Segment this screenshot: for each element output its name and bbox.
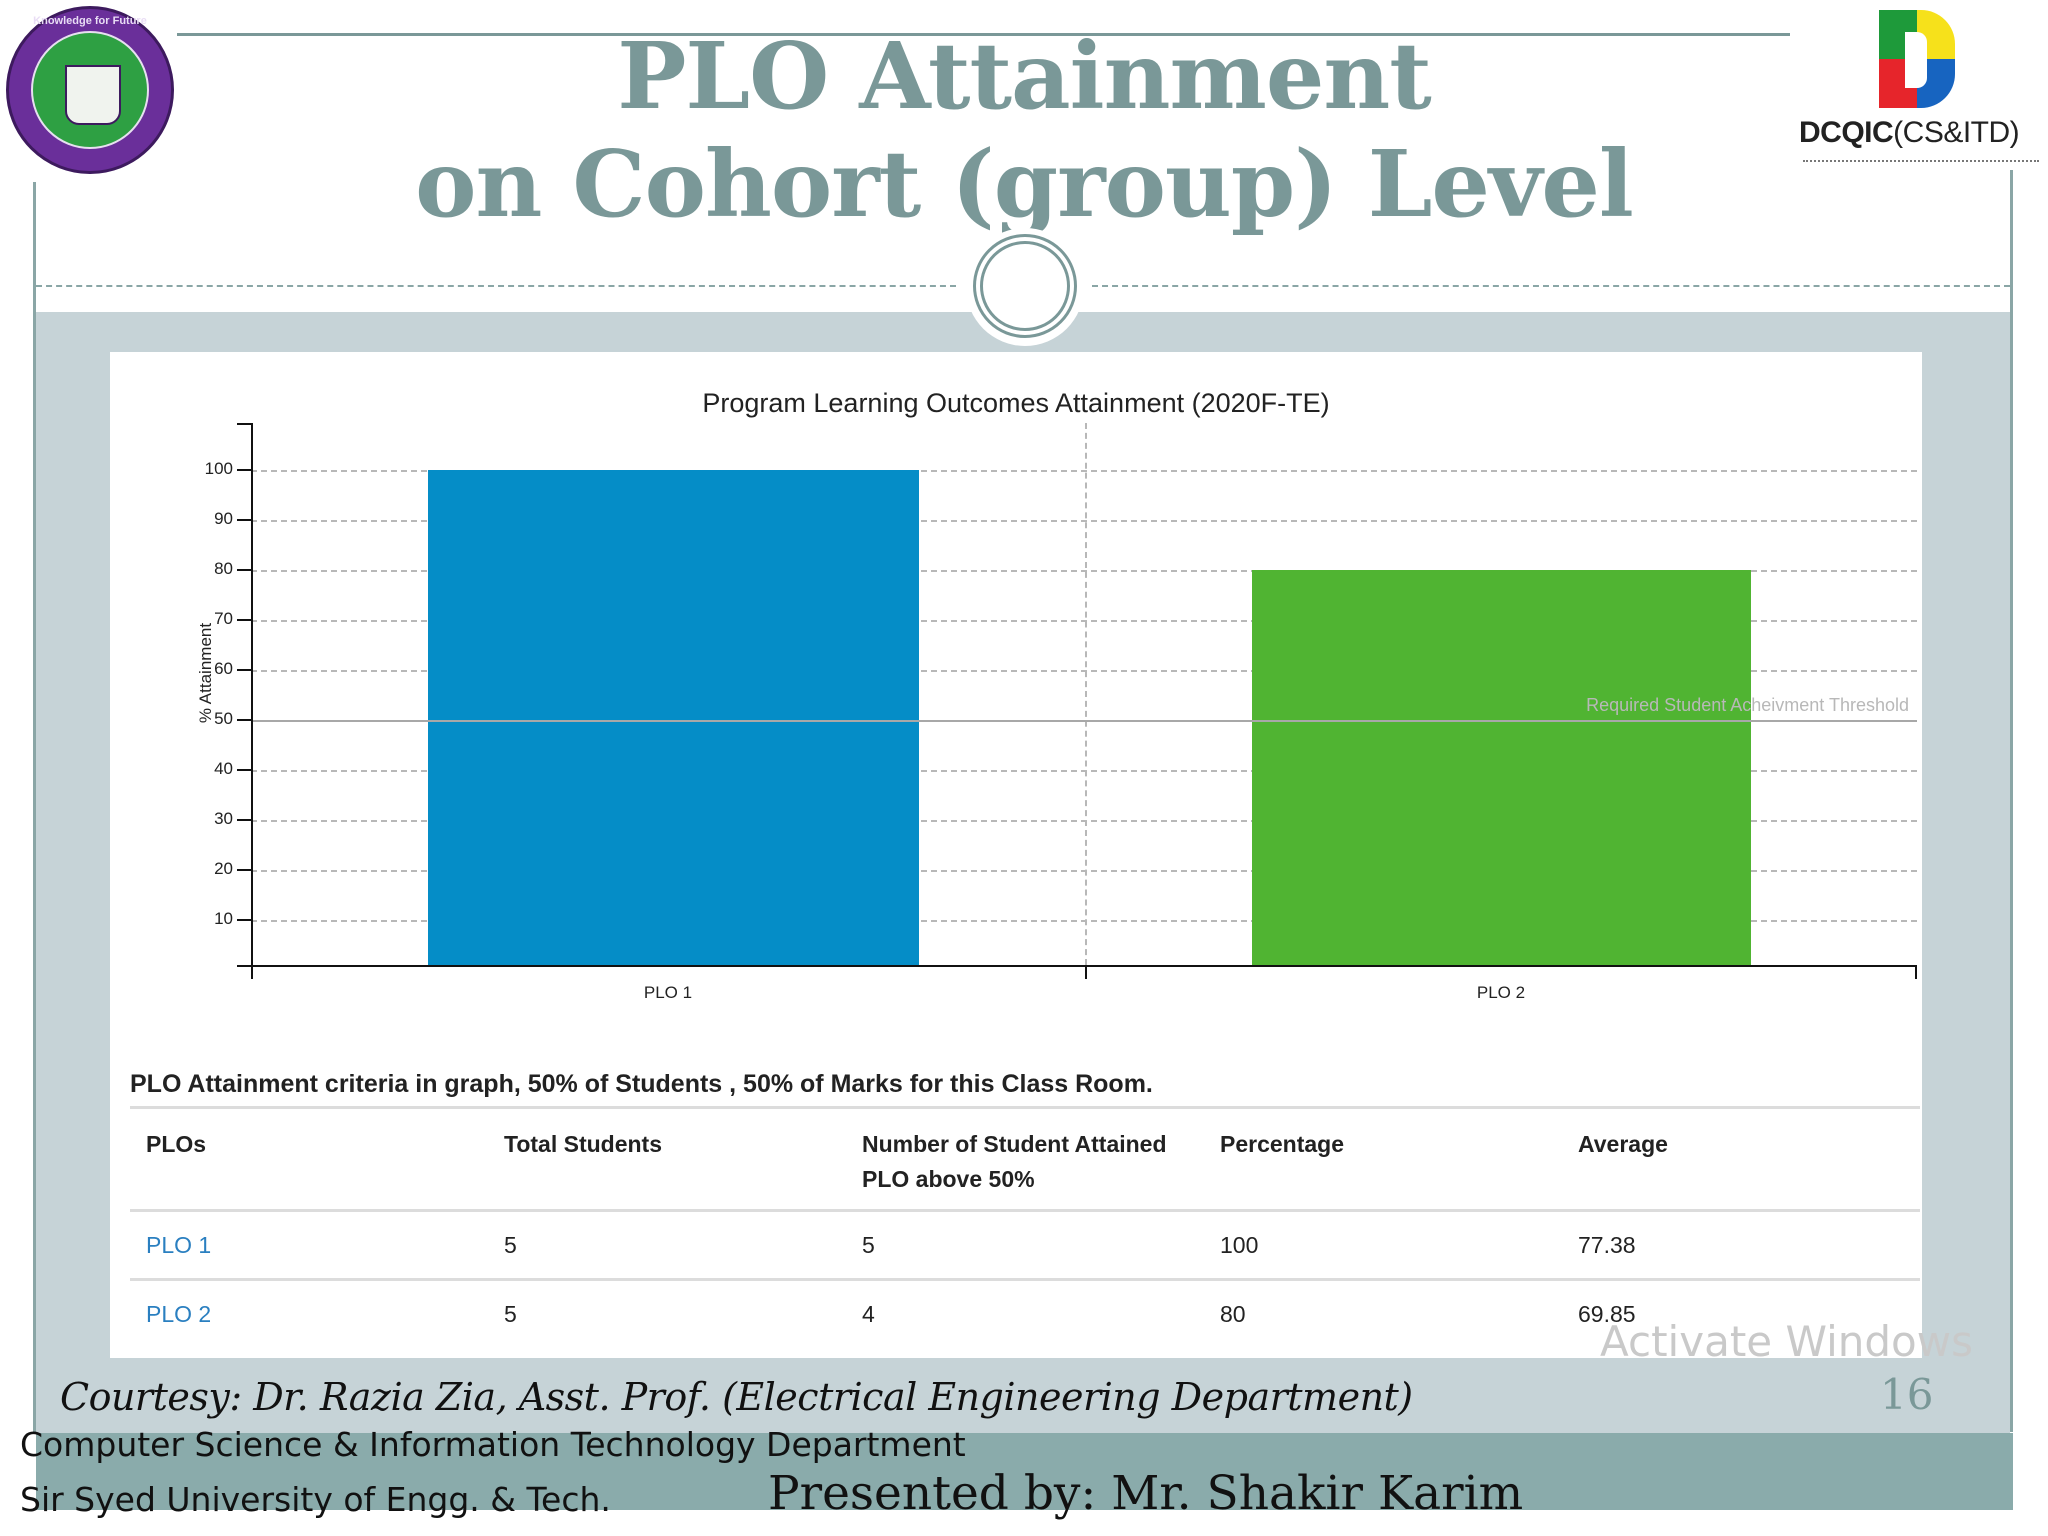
y-tick: [237, 719, 251, 721]
courtesy-note: Courtesy: Dr. Razia Zia, Asst. Prof. (El…: [60, 1375, 1413, 1419]
y-tick-label: 40: [214, 759, 233, 778]
cell-percentage: 100: [1220, 1232, 1259, 1258]
department-name: Computer Science & Information Technolog…: [20, 1425, 966, 1464]
dcqic-d-logo-icon: [1879, 10, 1955, 108]
gridline-90: [251, 520, 1917, 522]
y-axis: [251, 423, 253, 967]
threshold-label: Required Student Acheivment Threshold: [1586, 695, 1909, 715]
circle-ornament-icon: [973, 234, 1077, 338]
gridline-60: [251, 670, 1917, 672]
y-tick: [237, 919, 251, 921]
header-attained: Number of Student Attained PLO above 50%: [862, 1131, 1167, 1192]
header-total-students: Total Students: [504, 1131, 663, 1157]
activate-windows-watermark: Activate Windows: [1600, 1317, 1973, 1358]
y-tick: [237, 619, 251, 621]
university-seal-icon: Knowledge for Future: [6, 6, 174, 174]
slide-title-line-2: on Cohort (group) Level: [415, 130, 1634, 238]
x-tick: [251, 967, 253, 979]
frame-left-border: [33, 182, 36, 1432]
table-row: PLO 2 5 4 80 69.85: [130, 1278, 1920, 1347]
bar-plo-1[interactable]: [428, 470, 919, 965]
y-tick-label: 100: [204, 459, 233, 478]
cell-percentage: 80: [1220, 1301, 1246, 1327]
presenter-credit: Presented by: Mr. Shakir Karim: [768, 1466, 1524, 1521]
x-tick: [1085, 967, 1087, 979]
dcqic-logo-tagline: [1803, 160, 2039, 164]
circle-ornament-inner: [980, 241, 1070, 331]
y-tick: [237, 469, 251, 471]
y-tick-label: 10: [214, 909, 233, 928]
y-tick-label: 70: [214, 609, 233, 628]
frame-right-border: [2010, 170, 2013, 1432]
header-average: Average: [1578, 1131, 1668, 1157]
criteria-text: PLO Attainment criteria in graph, 50% of…: [130, 1070, 1153, 1098]
threshold-line: [251, 720, 1917, 722]
gridline-80: [251, 570, 1917, 572]
seal-shield: [65, 65, 121, 125]
y-tick: [237, 569, 251, 571]
cell-total: 5: [504, 1232, 517, 1258]
dashed-divider-right: [1092, 285, 2010, 287]
category-divider: [1085, 423, 1087, 965]
table-row: PLO 1 5 5 100 77.38: [130, 1209, 1920, 1278]
gridline-40: [251, 770, 1917, 772]
bar-chart: Required Student Acheivment Threshold 10…: [196, 423, 1917, 1002]
footer-band: [36, 1433, 2013, 1510]
x-label-plo-1: PLO 1: [643, 983, 693, 1002]
cell-attained: 4: [862, 1301, 875, 1327]
university-name: Sir Syed University of Engg. & Tech.: [20, 1480, 611, 1519]
y-tick-label: 80: [214, 559, 233, 578]
y-tick: [237, 819, 251, 821]
x-tick: [1915, 967, 1917, 979]
seal-ring-text: Knowledge for Future: [33, 15, 147, 27]
plo-table: PLOs Total Students Number of Student At…: [130, 1106, 1920, 1347]
y-axis-cap: [237, 423, 251, 425]
dcqic-logo-text: DCQIC(CS&ITD): [1799, 116, 2020, 149]
chart-title: Program Learning Outcomes Attainment (20…: [702, 388, 1330, 418]
cell-average: 69.85: [1578, 1301, 1636, 1327]
cell-total: 5: [504, 1301, 517, 1327]
gridline-100: [251, 470, 1917, 472]
y-tick: [237, 769, 251, 771]
y-tick: [237, 869, 251, 871]
report-panel: Program Learning Outcomes Attainment (20…: [110, 352, 1973, 1358]
y-tick-label: 30: [214, 809, 233, 828]
gridline-10: [251, 920, 1917, 922]
dashed-divider-left: [36, 285, 956, 287]
header-percentage: Percentage: [1220, 1131, 1345, 1157]
gridline-30: [251, 820, 1917, 822]
header-plos: PLOs: [146, 1131, 207, 1157]
table-header-row: PLOs Total Students Number of Student At…: [130, 1106, 1920, 1209]
y-tick-label: 20: [214, 859, 233, 878]
y-tick-label: 90: [214, 509, 233, 528]
dcqic-logo: DCQIC(CS&ITD): [1795, 4, 2045, 174]
x-axis: [237, 965, 1917, 967]
gridline-70: [251, 620, 1917, 622]
y-tick: [237, 519, 251, 521]
page-number: 16: [1880, 1370, 1934, 1419]
bar-plo-2[interactable]: [1252, 570, 1751, 965]
y-tick-label: 60: [214, 659, 233, 678]
plo-link[interactable]: PLO 1: [146, 1232, 212, 1258]
gridline-20: [251, 870, 1917, 872]
slide-title-line-1: PLO Attainment: [617, 22, 1432, 130]
y-tick: [237, 669, 251, 671]
cell-average: 77.38: [1578, 1232, 1636, 1258]
y-tick-label: 50: [214, 709, 233, 728]
title-top-rule: [177, 33, 1790, 36]
x-label-plo-2: PLO 2: [1476, 983, 1526, 1002]
cell-attained: 5: [862, 1232, 875, 1258]
plo-link[interactable]: PLO 2: [146, 1301, 212, 1327]
y-axis-title: % Attainment: [196, 622, 215, 724]
